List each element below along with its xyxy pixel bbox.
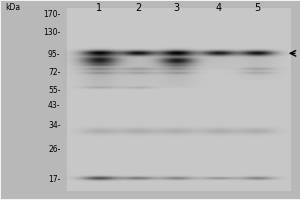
Text: 34-: 34- xyxy=(48,121,60,130)
Text: 17-: 17- xyxy=(48,175,60,184)
Text: 2: 2 xyxy=(135,3,141,13)
Text: 1: 1 xyxy=(96,3,102,13)
Text: 130-: 130- xyxy=(43,28,60,37)
Text: 43-: 43- xyxy=(48,101,60,110)
Text: 95-: 95- xyxy=(48,50,60,59)
Text: 3: 3 xyxy=(174,3,180,13)
Text: 26-: 26- xyxy=(48,145,60,154)
Text: 55-: 55- xyxy=(48,86,60,95)
Text: 170-: 170- xyxy=(43,10,60,19)
Text: 72-: 72- xyxy=(48,68,60,77)
Text: 4: 4 xyxy=(216,3,222,13)
Text: kDa: kDa xyxy=(5,3,20,12)
Text: 5: 5 xyxy=(254,3,261,13)
